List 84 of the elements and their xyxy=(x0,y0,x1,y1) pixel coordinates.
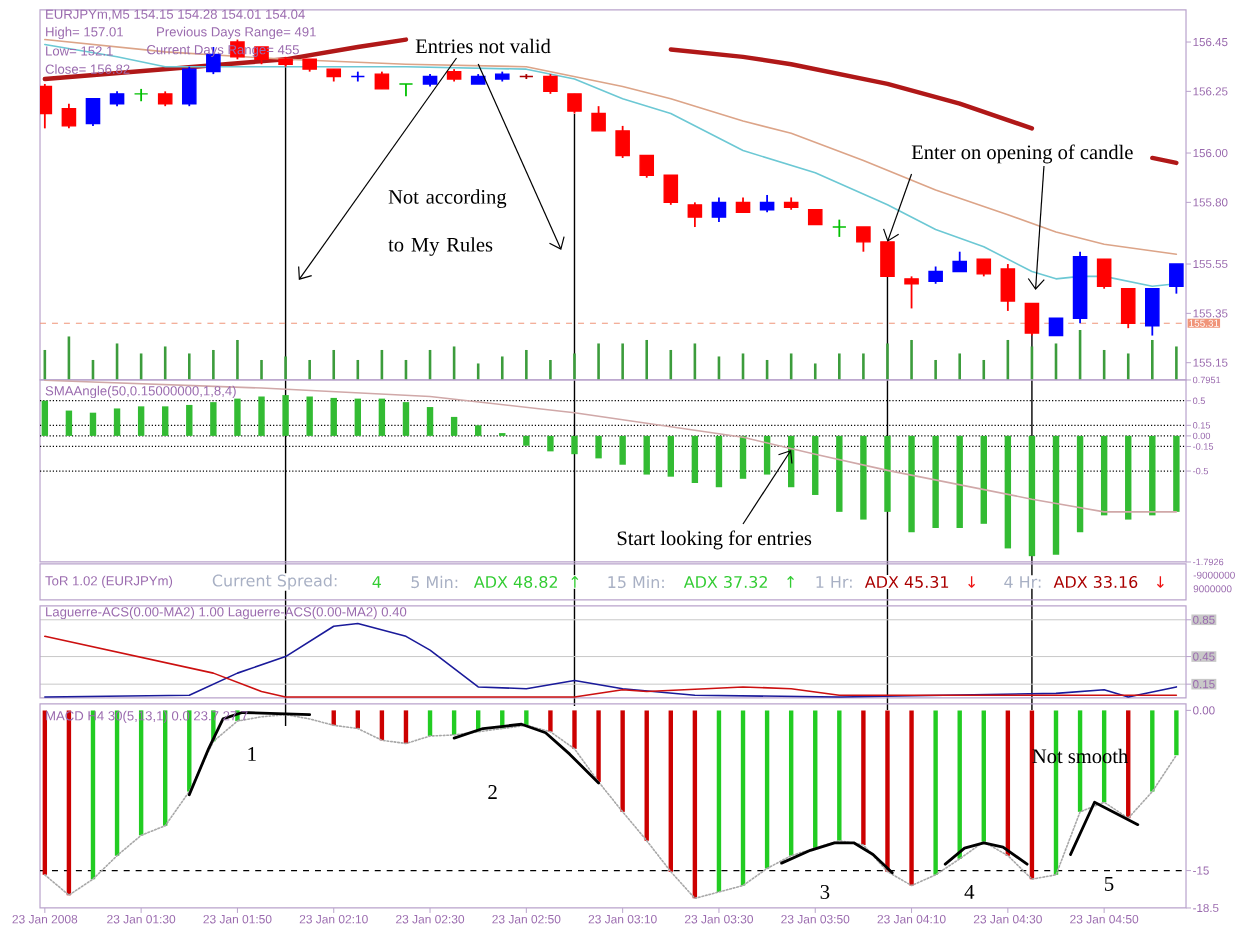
bar xyxy=(186,404,193,436)
candlestick xyxy=(1120,287,1136,330)
bar xyxy=(1028,435,1036,557)
bar xyxy=(595,435,602,459)
bar xyxy=(450,416,458,436)
bar xyxy=(715,435,723,488)
candlestick xyxy=(687,201,703,228)
annotation: 5 xyxy=(1104,877,1114,891)
bar xyxy=(980,435,987,524)
candlestick xyxy=(663,174,679,206)
bar xyxy=(619,435,626,465)
bar xyxy=(137,406,145,436)
bar xyxy=(643,435,650,475)
bar xyxy=(884,435,891,512)
bar xyxy=(162,406,169,436)
line-series xyxy=(44,622,1178,698)
bar xyxy=(282,395,289,436)
bar xyxy=(402,402,410,436)
bar xyxy=(258,396,265,436)
candlestick xyxy=(40,83,53,130)
bar xyxy=(1125,435,1132,520)
bar xyxy=(113,408,121,436)
bar xyxy=(1173,435,1180,512)
annotation: 2 xyxy=(488,785,497,799)
candlestick xyxy=(952,250,967,273)
candlestick xyxy=(61,102,77,130)
bar xyxy=(523,435,530,446)
bar xyxy=(691,435,699,484)
candlestick xyxy=(856,226,871,253)
bar xyxy=(210,402,217,436)
bar xyxy=(1076,435,1084,533)
bar xyxy=(860,435,867,520)
bar xyxy=(65,410,73,436)
bar xyxy=(836,435,843,512)
bar xyxy=(426,407,434,436)
bar xyxy=(1100,435,1108,516)
line-series xyxy=(452,722,600,785)
candlestick xyxy=(904,275,919,310)
line-series xyxy=(943,841,1029,866)
bar xyxy=(1052,435,1060,555)
bar xyxy=(234,398,241,436)
candlestick xyxy=(1169,263,1184,295)
bar xyxy=(547,435,554,452)
candlestick xyxy=(543,73,558,95)
annotation: Entries not valid xyxy=(415,38,551,54)
candlestick xyxy=(1145,287,1160,337)
candlestick xyxy=(639,154,655,179)
bar xyxy=(908,435,915,533)
bar xyxy=(354,398,362,436)
bar xyxy=(41,400,49,436)
bar xyxy=(571,435,578,455)
bar xyxy=(667,435,674,477)
candlestick xyxy=(880,240,895,278)
annotation: 3 xyxy=(820,884,830,900)
bar xyxy=(378,398,386,436)
bar xyxy=(1149,435,1156,516)
bar xyxy=(932,435,939,529)
annotation: Enter on opening of candle xyxy=(911,144,1133,164)
annotation: 4 xyxy=(964,885,975,899)
candlestick xyxy=(832,218,847,238)
candlestick xyxy=(1096,258,1112,290)
candlestick xyxy=(615,125,630,159)
bar xyxy=(1004,435,1012,549)
candlestick xyxy=(591,105,606,132)
candlestick xyxy=(711,196,727,223)
candlestick xyxy=(85,97,101,127)
candlestick xyxy=(133,88,149,103)
candlestick xyxy=(1000,263,1016,312)
text: Not according to My Rules xyxy=(388,189,507,256)
line-series xyxy=(44,635,1178,698)
bar xyxy=(89,412,97,436)
bar xyxy=(763,435,771,475)
bar xyxy=(306,396,313,436)
bar xyxy=(739,435,747,479)
bar xyxy=(812,435,819,495)
annotation: Start looking for entries xyxy=(617,530,812,550)
candlestick xyxy=(181,65,197,108)
annotation: 1 xyxy=(248,747,256,761)
candlestick xyxy=(567,92,582,115)
bar xyxy=(956,435,963,529)
bar xyxy=(330,397,337,436)
candlestick xyxy=(398,83,414,98)
bar xyxy=(474,425,482,436)
candlestick xyxy=(1024,302,1040,337)
